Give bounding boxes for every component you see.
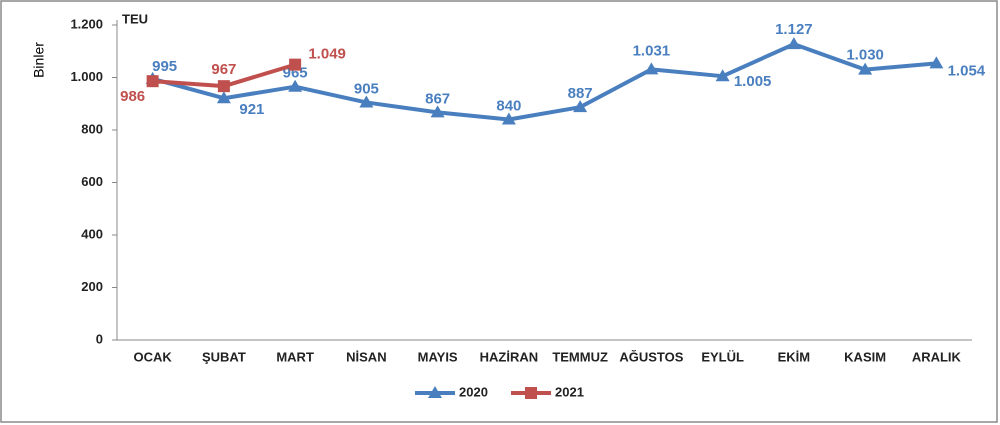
y-tick-label: 0 xyxy=(96,331,103,346)
unit-label: TEU xyxy=(122,11,148,26)
legend-label: 2020 xyxy=(459,384,488,399)
series-line xyxy=(152,42,937,122)
x-tick-label: ŞUBAT xyxy=(202,349,246,364)
point xyxy=(573,100,588,113)
value-label: 1.054 xyxy=(948,62,986,79)
value-label: 1.030 xyxy=(846,47,884,64)
x-tick-label: MART xyxy=(276,349,314,364)
legend-marker xyxy=(428,386,442,398)
x-tick-label: ARALIK xyxy=(912,349,962,364)
y-tick-label: 1.000 xyxy=(70,69,103,84)
y-axis-label: Binler xyxy=(31,42,47,78)
legend-marker xyxy=(525,387,537,399)
x-tick-label: NİSAN xyxy=(346,349,386,364)
point xyxy=(786,37,801,50)
point xyxy=(501,112,516,125)
point xyxy=(359,95,374,108)
x-tick-label: MAYIS xyxy=(418,349,458,364)
point xyxy=(858,62,873,75)
legend-label: 2021 xyxy=(555,384,584,399)
value-label: 921 xyxy=(239,101,264,118)
value-label: 965 xyxy=(283,65,308,82)
value-label: 967 xyxy=(211,61,236,78)
x-tick-label: AĞUSTOS xyxy=(619,349,683,364)
value-label: 1.005 xyxy=(734,73,772,90)
point xyxy=(217,80,230,93)
value-label: 995 xyxy=(152,58,177,75)
value-label: 840 xyxy=(496,97,521,114)
point xyxy=(289,58,302,71)
x-tick-label: EYLÜL xyxy=(701,349,744,364)
point xyxy=(288,79,303,92)
value-label: 867 xyxy=(425,90,450,107)
y-tick-label: 1.200 xyxy=(70,16,103,31)
y-tick-label: 800 xyxy=(81,121,103,136)
point xyxy=(715,69,730,82)
value-label: 1.049 xyxy=(308,46,346,63)
point xyxy=(929,56,944,69)
x-tick-label: OCAK xyxy=(133,349,172,364)
x-tick-label: EKİM xyxy=(778,349,811,364)
value-label: 1.031 xyxy=(633,42,671,59)
value-label: 1.127 xyxy=(775,21,813,38)
y-tick-label: 400 xyxy=(81,226,103,241)
point xyxy=(216,91,231,104)
x-tick-label: TEMMUZ xyxy=(552,349,608,364)
y-tick-label: 600 xyxy=(81,174,103,189)
point xyxy=(644,62,659,75)
point xyxy=(146,75,159,88)
value-label: 887 xyxy=(568,85,593,102)
x-tick-label: KASIM xyxy=(844,349,886,364)
value-label: 986 xyxy=(120,88,145,105)
point xyxy=(430,105,445,118)
value-label: 905 xyxy=(354,80,379,97)
x-tick-label: HAZİRAN xyxy=(480,349,539,364)
y-tick-label: 200 xyxy=(81,279,103,294)
